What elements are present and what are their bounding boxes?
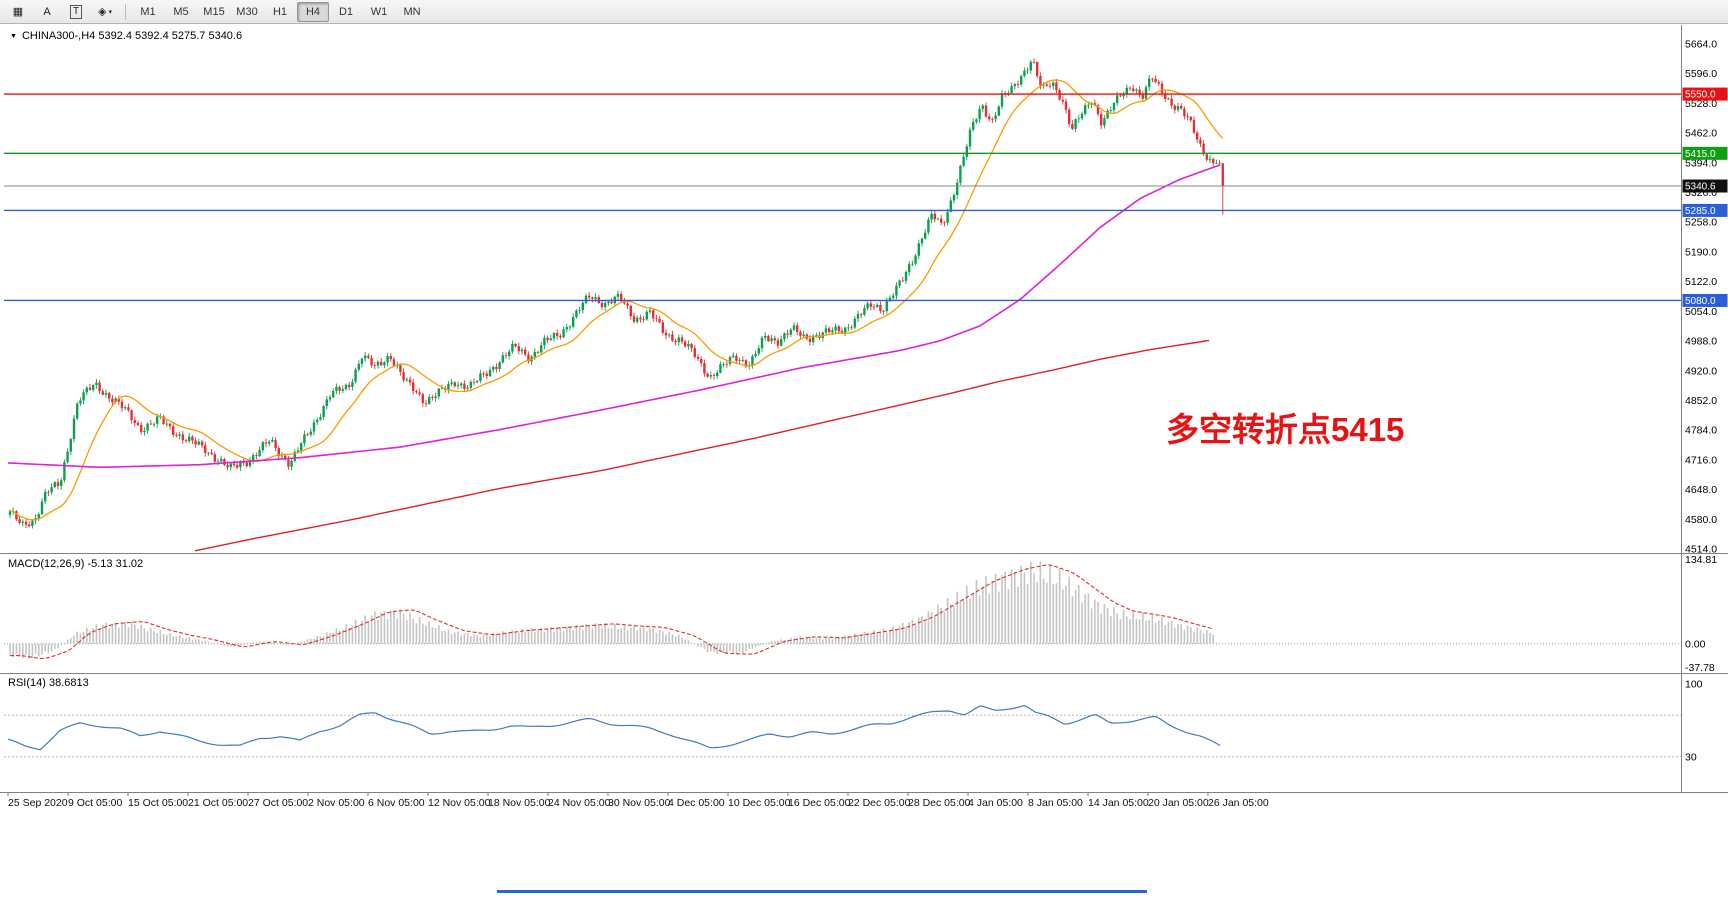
time-tick-label: 12 Nov 05:00 — [428, 797, 491, 809]
time-tick-label: 14 Jan 05:00 — [1088, 797, 1149, 809]
timeframe-h1-button[interactable]: H1 — [272, 5, 288, 18]
time-tick-label: 24 Nov 05:00 — [548, 797, 611, 809]
time-tick-label: 10 Dec 05:00 — [728, 797, 791, 809]
price-tick-label: 5394.0 — [1685, 157, 1717, 169]
chart-dropdown-icon[interactable]: ▼ — [10, 32, 17, 40]
price-tick-label: 4920.0 — [1685, 365, 1717, 377]
time-axis[interactable]: 25 Sep 2020 9 Oct 05:00 15 Oct 05:00 21 Oct… — [7, 793, 1269, 809]
svg-text:5415.0: 5415.0 — [1685, 149, 1716, 160]
timeframe-m1-button[interactable]: M1 — [140, 5, 156, 18]
price-level-badge: 5080.0 — [1682, 293, 1728, 307]
svg-text:5550.0: 5550.0 — [1685, 90, 1716, 101]
macd-signal-line — [10, 564, 1214, 660]
price-tick-label: 5462.0 — [1685, 128, 1717, 140]
time-tick-label: 16 Dec 05:00 — [788, 797, 851, 809]
text-label-icon: A — [43, 5, 51, 18]
tool-text-tool-button[interactable]: T — [62, 2, 90, 22]
tool-text-label-button[interactable]: A — [33, 2, 61, 22]
caret-down-icon: ▾ — [108, 8, 112, 16]
price-tick-label: 5528.0 — [1685, 98, 1717, 110]
price-level-badge: 5285.0 — [1682, 203, 1728, 217]
price-level-badge: 5340.6 — [1682, 179, 1728, 193]
text-tool-icon: T — [69, 4, 83, 19]
price-tick-label: 5190.0 — [1685, 246, 1717, 258]
candlesticks — [8, 58, 1224, 529]
crosshair-icon: ▦ — [12, 6, 24, 18]
timeframe-w1-button[interactable]: W1 — [370, 5, 388, 18]
timeframe-h4-button[interactable]: H4 — [297, 1, 329, 22]
time-tick-label: 2 Nov 05:00 — [308, 797, 365, 809]
timeframe-m15-button[interactable]: M15 — [203, 5, 225, 18]
price-level-lines[interactable] — [4, 93, 1681, 302]
svg-text:5080.0: 5080.0 — [1685, 296, 1716, 307]
timeframe-m30-button[interactable]: M30 — [236, 5, 258, 18]
time-tick-label: 21 Oct 05:00 — [188, 797, 248, 809]
rsi-panel: 100 30 — [4, 679, 1703, 763]
price-tick-label: 4852.0 — [1685, 395, 1717, 407]
ma-fast-line[interactable] — [9, 79, 1224, 521]
svg-text:5285.0: 5285.0 — [1685, 206, 1716, 217]
price-level-badge: 5415.0 — [1682, 146, 1728, 160]
svg-text:5340.6: 5340.6 — [1685, 182, 1716, 193]
time-tick-label: 26 Jan 05:00 — [1208, 797, 1269, 809]
macd-panel: 134.81 0.00 -37.78 — [4, 554, 1717, 674]
price-tick-label: 4580.0 — [1685, 514, 1717, 526]
timeframe-m5-button[interactable]: M5 — [173, 5, 189, 18]
time-tick-label: 30 Nov 05:00 — [608, 797, 671, 809]
price-tick-label: 4514.0 — [1685, 544, 1717, 556]
macd-tick-label: 134.81 — [1685, 554, 1717, 566]
chart-title: ▼ CHINA300-,H4 5392.4 5392.4 5275.7 5340… — [10, 30, 242, 42]
price-tick-label: 5664.0 — [1685, 39, 1717, 51]
time-tick-label: 4 Jan 05:00 — [968, 797, 1023, 809]
time-tick-label: 9 Oct 05:00 — [68, 797, 122, 809]
time-tick-label: 28 Dec 05:00 — [908, 797, 971, 809]
rsi-tick-label: 30 — [1685, 751, 1697, 763]
price-tick-label: 5596.0 — [1685, 68, 1717, 80]
macd-indicator-label: MACD(12,26,9) -5.13 31.02 — [8, 558, 144, 570]
price-axis[interactable]: 5664.05596.05528.05462.05394.05326.05258… — [1682, 39, 1728, 556]
rsi-line — [7, 704, 1221, 751]
price-tick-label: 4648.0 — [1685, 484, 1717, 496]
toolbar-separator — [125, 3, 126, 20]
time-tick-label: 22 Dec 05:00 — [848, 797, 911, 809]
tool-drawing-tools-button[interactable]: ◈ ▾ — [91, 2, 119, 22]
time-tick-label: 25 Sep 2020 — [8, 797, 68, 809]
price-tick-label: 5054.0 — [1685, 306, 1717, 318]
drawing-tool-group: ▦ A T ◈ ▾ — [4, 2, 119, 22]
price-tick-label: 5258.0 — [1685, 217, 1717, 229]
price-level-badge: 5550.0 — [1682, 87, 1728, 101]
chart-title-text: CHINA300-,H4 5392.4 5392.4 5275.7 5340.6 — [21, 30, 243, 42]
time-tick-label: 27 Oct 05:00 — [248, 797, 308, 809]
time-tick-label: 15 Oct 05:00 — [128, 797, 188, 809]
bottom-panel-divider — [497, 890, 1147, 893]
rsi-indicator-label: RSI(14) 38.6813 — [8, 677, 89, 689]
annotation-text: 多空转折点5415 — [1166, 411, 1405, 448]
time-tick-label: 8 Jan 05:00 — [1028, 797, 1083, 809]
price-tick-label: 4716.0 — [1685, 454, 1717, 466]
ma-slow-line[interactable] — [194, 339, 1210, 552]
drawing-tools-icon: ◈ — [98, 6, 107, 18]
tool-crosshair-button[interactable]: ▦ — [4, 2, 32, 22]
timeframe-d1-button[interactable]: D1 — [338, 5, 354, 18]
time-tick-label: 6 Nov 05:00 — [368, 797, 425, 809]
timeframe-mn-button[interactable]: MN — [403, 5, 421, 18]
macd-tick-label: -37.78 — [1685, 662, 1715, 674]
panel-dividers — [0, 25, 1728, 793]
price-tick-label: 4988.0 — [1685, 336, 1717, 348]
chart-toolbar: ▦ A T ◈ ▾ M1 M5 M15 M30 H1 H4 D1 W1 MN — [0, 0, 1728, 24]
price-tick-label: 4784.0 — [1685, 425, 1717, 437]
timeframe-group: M1 M5 M15 M30 H1 H4 D1 W1 MN — [132, 1, 428, 22]
macd-tick-label: 0.00 — [1685, 638, 1706, 650]
time-tick-label: 4 Dec 05:00 — [668, 797, 725, 809]
time-tick-label: 18 Nov 05:00 — [488, 797, 551, 809]
rsi-tick-label: 100 — [1685, 679, 1703, 691]
price-tick-label: 5122.0 — [1685, 276, 1717, 288]
time-tick-label: 20 Jan 05:00 — [1148, 797, 1209, 809]
